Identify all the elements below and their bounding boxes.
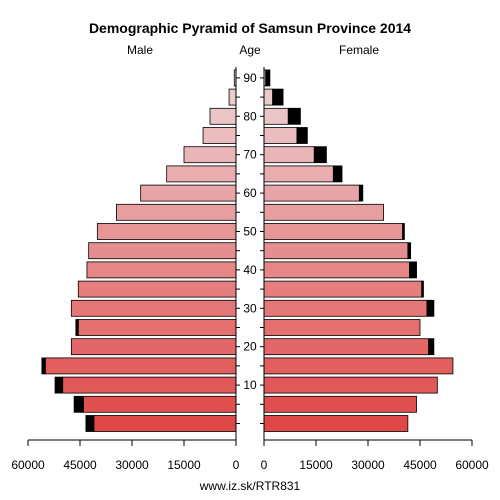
female-bar-70-74 [263, 146, 315, 164]
female-excess-bar-45-49 [407, 242, 412, 260]
age-tick-label: 80 [243, 109, 257, 123]
age-tick-label: 70 [243, 148, 257, 162]
female-excess-bar-85-89 [272, 88, 284, 106]
male-bar-30-34 [70, 299, 237, 317]
female-bars-group [263, 69, 454, 432]
age-tick-label: 50 [243, 225, 257, 239]
male-x-tick-label: 0 [233, 458, 240, 472]
female-bar-40-44 [263, 261, 411, 279]
female-x-tick-label: 15000 [299, 458, 333, 472]
female-excess-bar-65-69 [332, 165, 343, 183]
male-bar-25-29 [77, 319, 237, 336]
female-bar-25-29 [263, 319, 421, 336]
female-header: Female [339, 43, 379, 57]
female-bar-80-84 [263, 107, 289, 125]
male-bars-group [41, 69, 237, 432]
male-excess-bar-10-14 [54, 376, 64, 394]
male-bar-0-4 [93, 415, 237, 432]
female-bar-0-4 [263, 415, 409, 432]
male-x-tick-label: 30000 [115, 458, 149, 472]
male-excess-bar-25-29 [75, 319, 79, 336]
male-bar-40-44 [86, 261, 237, 279]
female-excess-bar-80-84 [287, 107, 301, 125]
female-bar-15-19 [263, 357, 454, 375]
age-tick-label: 60 [243, 186, 257, 200]
footer-source: www.iz.sk/RTR831 [199, 479, 301, 493]
female-bar-45-49 [263, 242, 409, 260]
female-bar-60-64 [263, 184, 360, 202]
female-excess-bar-20-24 [428, 338, 435, 356]
female-excess-bar-35-39 [421, 280, 424, 298]
male-bar-80-84 [209, 107, 237, 125]
age-tick-label: 30 [243, 301, 257, 315]
female-bar-10-14 [263, 376, 438, 394]
female-excess-bar-75-79 [296, 127, 308, 144]
age-tick-label: 40 [243, 263, 257, 277]
female-bar-30-34 [263, 299, 428, 317]
age-header: Age [239, 43, 261, 57]
male-bar-70-74 [183, 146, 237, 164]
male-bar-10-14 [62, 376, 237, 394]
female-bar-75-79 [263, 127, 298, 144]
male-bar-5-9 [83, 395, 237, 413]
male-excess-bar-5-9 [73, 395, 84, 413]
male-header: Male [127, 43, 153, 57]
female-bar-65-69 [263, 165, 334, 183]
female-bar-20-24 [263, 338, 430, 356]
female-x-tick-label: 60000 [455, 458, 489, 472]
female-x-tick-label: 30000 [351, 458, 385, 472]
male-bar-65-69 [166, 165, 237, 183]
male-excess-bar-15-19 [41, 357, 46, 375]
male-bar-75-79 [202, 127, 237, 144]
male-bar-55-59 [116, 203, 237, 221]
female-bar-35-39 [263, 280, 423, 298]
male-bar-20-24 [70, 338, 237, 356]
female-bar-5-9 [263, 395, 417, 413]
male-excess-bar-0-4 [85, 415, 95, 432]
female-bar-85-89 [263, 88, 274, 106]
age-axis-ticks-group: 10 20 30 40 50 60 70 80 90 [236, 71, 264, 424]
female-bar-50-54 [263, 223, 404, 240]
female-x-tick-label: 45000 [403, 458, 437, 472]
female-excess-bar-50-54 [402, 223, 405, 240]
female-excess-bar-70-74 [313, 146, 327, 164]
age-tick-label: 10 [243, 378, 257, 392]
female-excess-bar-30-34 [426, 299, 435, 317]
male-x-tick-label: 60000 [11, 458, 45, 472]
age-tick-label: 20 [243, 340, 257, 354]
female-excess-bar-60-64 [358, 184, 364, 202]
chart-title: Demographic Pyramid of Samsun Province 2… [89, 20, 411, 36]
female-excess-bar-90+ [265, 69, 271, 87]
age-tick-label: 90 [243, 71, 257, 85]
male-bar-45-49 [88, 242, 237, 260]
male-bar-60-64 [140, 184, 237, 202]
female-excess-bar-40-44 [409, 261, 417, 279]
male-x-tick-label: 45000 [63, 458, 97, 472]
male-bar-85-89 [228, 88, 237, 106]
male-x-tick-label: 15000 [167, 458, 201, 472]
male-bar-50-54 [96, 223, 237, 240]
x-axis-ticks-group: 60000 45000 30000 15000 0 0 15000 30000 45000 600… [11, 440, 489, 472]
male-bar-15-19 [44, 357, 237, 375]
female-x-tick-label: 0 [261, 458, 268, 472]
male-bar-35-39 [77, 280, 237, 298]
female-bar-55-59 [263, 203, 384, 221]
